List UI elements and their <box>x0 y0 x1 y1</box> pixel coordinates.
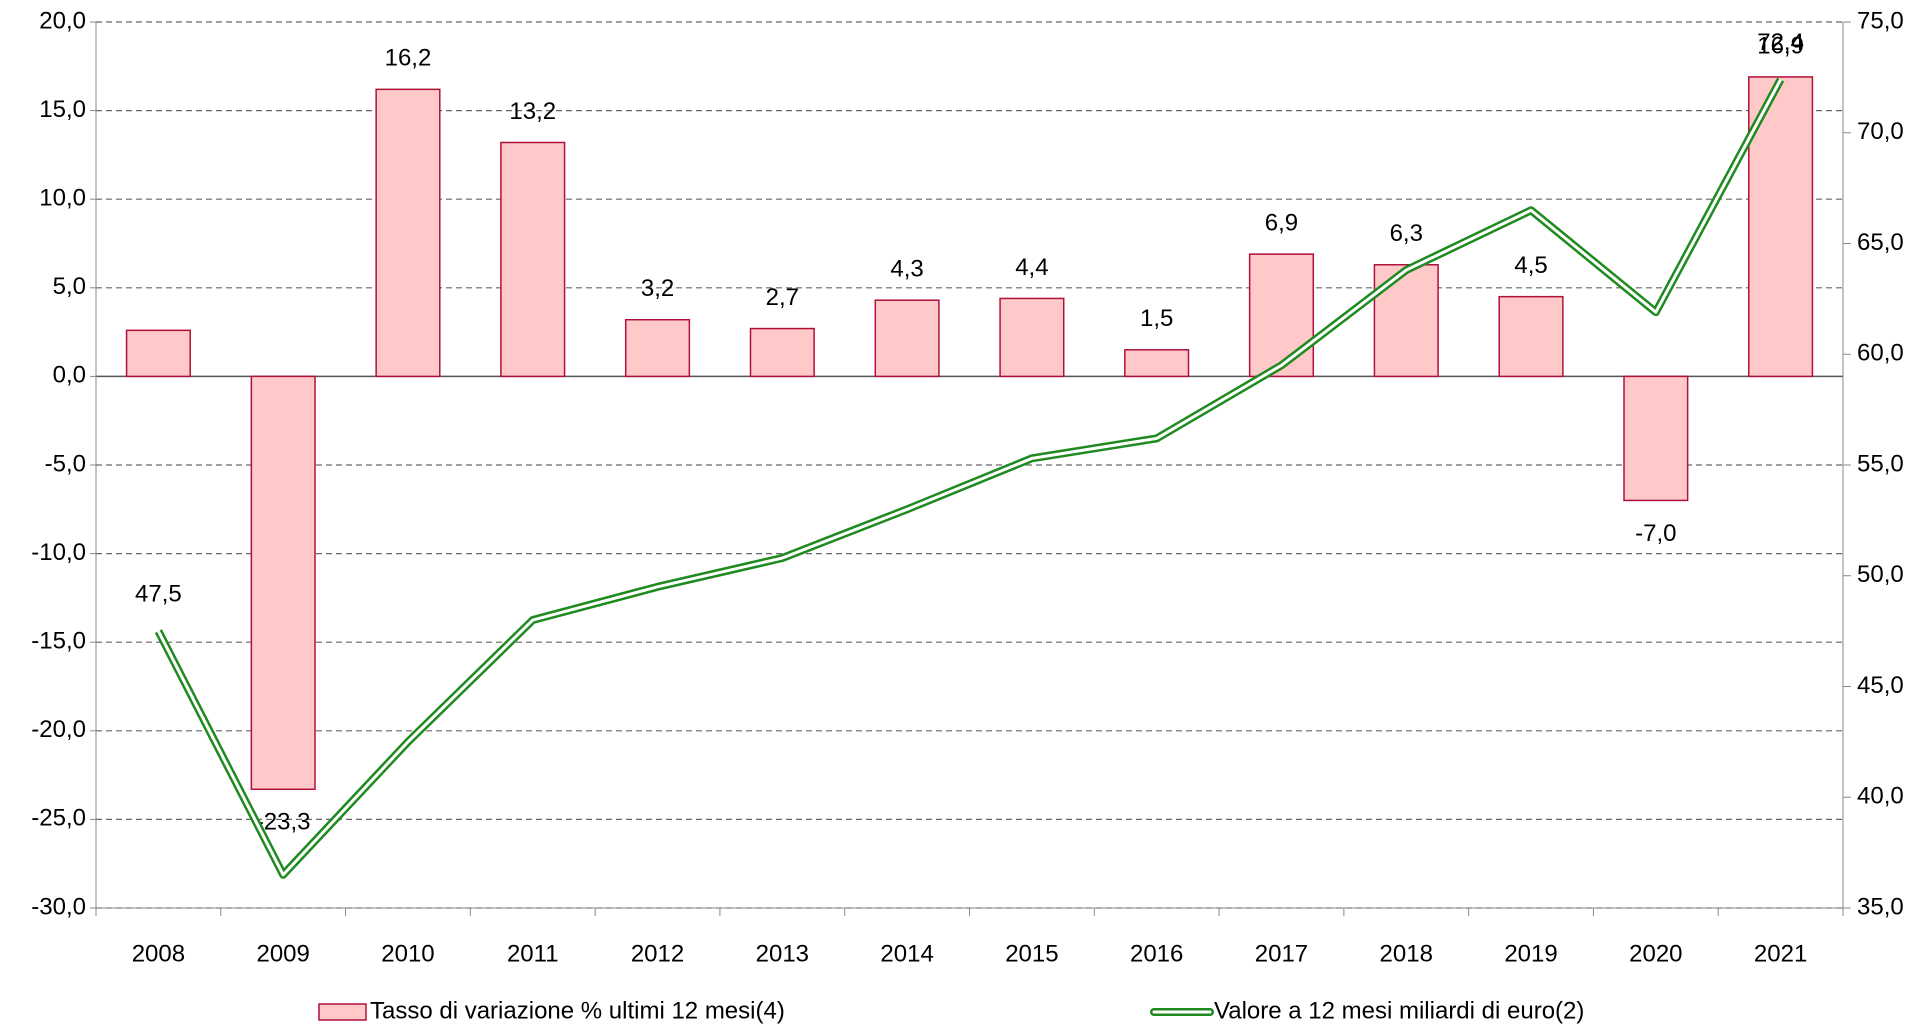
y-tick-label: 15,0 <box>39 96 86 123</box>
bar-value-label: 16,2 <box>385 45 432 72</box>
bar <box>999 297 1065 378</box>
bar-value-label: 3,2 <box>641 275 674 302</box>
x-tick-label: 2018 <box>1380 940 1433 967</box>
bar-value-label: 1,5 <box>1140 305 1173 332</box>
bar-value-label: -7,0 <box>1635 520 1676 547</box>
y2-tick-label: 40,0 <box>1857 783 1904 810</box>
y2-tick-label: 55,0 <box>1857 450 1904 477</box>
x-tick-label: 2013 <box>756 940 809 967</box>
bar <box>874 299 940 378</box>
bar <box>1124 349 1190 378</box>
bar <box>1623 375 1689 502</box>
bar <box>125 329 191 378</box>
x-tick-label: 2010 <box>381 940 434 967</box>
legend-label: Tasso di variazione % ultimi 12 mesi(4) <box>370 997 785 1024</box>
bar <box>1373 264 1439 378</box>
x-tick-label: 2017 <box>1255 940 1308 967</box>
y2-tick-label: 75,0 <box>1857 7 1904 34</box>
bar-value-label: 6,9 <box>1265 209 1298 236</box>
x-tick-label: 2008 <box>132 940 185 967</box>
legend-label: Valore a 12 mesi miliardi di euro(2) <box>1214 997 1584 1024</box>
bar <box>624 318 691 378</box>
bar-value-label: 4,5 <box>1514 252 1547 279</box>
y2-tick-label: 70,0 <box>1857 118 1904 145</box>
bar <box>749 327 815 378</box>
x-tick-label: 2020 <box>1629 940 1682 967</box>
line-inner <box>157 78 1782 877</box>
bar <box>375 88 441 378</box>
y-tick-label: 5,0 <box>53 273 86 300</box>
y2-tick-label: 35,0 <box>1857 893 1904 920</box>
y-tick-label: 20,0 <box>39 7 86 34</box>
bar-value-label: 16,9 <box>1757 32 1804 59</box>
y-tick-label: -15,0 <box>31 628 86 655</box>
bar <box>500 141 566 378</box>
x-tick-label: 2015 <box>1005 940 1058 967</box>
bar <box>1248 253 1315 378</box>
x-tick-label: 2016 <box>1130 940 1183 967</box>
y2-tick-label: 50,0 <box>1857 561 1904 588</box>
x-tick-label: 2019 <box>1504 940 1557 967</box>
bar-value-label: 6,3 <box>1390 220 1423 247</box>
line-value-label: 72,4 <box>1757 29 1804 56</box>
line-value-label: 47,5 <box>135 580 182 607</box>
y-tick-label: 10,0 <box>39 185 86 212</box>
x-tick-label: 2012 <box>631 940 684 967</box>
y-tick-label: -30,0 <box>31 893 86 920</box>
y-tick-label: -10,0 <box>31 539 86 566</box>
y-tick-label: -5,0 <box>45 450 86 477</box>
x-tick-label: 2011 <box>507 940 559 967</box>
bar-value-label: 2,7 <box>766 284 799 311</box>
x-tick-label: 2009 <box>256 940 309 967</box>
bar-value-label: 4,3 <box>890 256 923 283</box>
x-tick-label: 2021 <box>1754 940 1807 967</box>
bar-value-label: 13,2 <box>509 98 556 125</box>
x-tick-label: 2014 <box>880 940 933 967</box>
bar-value-label: 4,4 <box>1015 254 1048 281</box>
y2-tick-label: 45,0 <box>1857 672 1904 699</box>
legend-swatch <box>318 1003 367 1021</box>
y-tick-label: -20,0 <box>31 716 86 743</box>
y-tick-label: 0,0 <box>53 362 86 389</box>
bar <box>1498 295 1564 378</box>
y-tick-label: -25,0 <box>31 805 86 832</box>
y2-tick-label: 65,0 <box>1857 229 1904 256</box>
bar <box>250 375 316 791</box>
y2-tick-label: 60,0 <box>1857 340 1904 367</box>
